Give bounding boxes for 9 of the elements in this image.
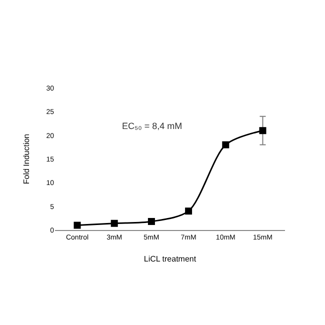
point: [185, 208, 192, 215]
point: [110, 220, 118, 227]
y-axis-title: Fold Induction: [22, 134, 31, 184]
point: [259, 127, 266, 134]
point: [148, 218, 155, 225]
point: [222, 141, 230, 148]
x-axis-title: LiCL treatment: [144, 254, 197, 264]
point: [74, 222, 81, 229]
annotation: EC₅₀ = 8,4 mM: [122, 121, 182, 131]
